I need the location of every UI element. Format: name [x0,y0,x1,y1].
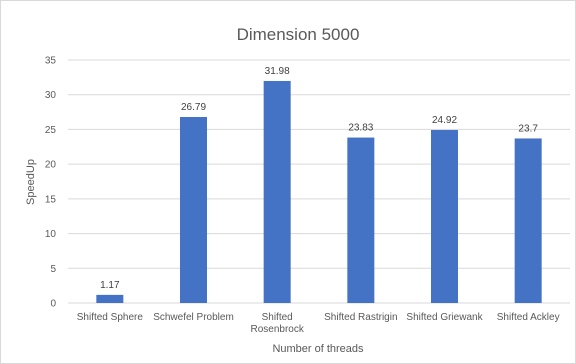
data-labels: 1.17 26.79 31.98 23.83 24.92 23.7 [100,66,538,291]
bar-shifted-rastrigin [347,137,375,303]
x-axis-ticks: Shifted Sphere Schwefel Problem ShiftedRos… [77,312,560,335]
y-tick-label: 20 [45,160,57,171]
y-tick-label: 15 [45,194,57,205]
data-label: 23.83 [348,123,373,134]
gridlines [68,59,570,304]
bar-shifted-sphere [96,294,124,303]
data-label: 23.7 [518,123,538,134]
x-tick-label: Shifted Sphere [77,312,144,323]
y-tick-label: 35 [45,56,57,67]
data-label: 1.17 [100,280,120,291]
bar-shifted-ackley [514,138,542,303]
x-tick-label: Shifted Rastrigin [324,312,397,323]
y-tick-label: 0 [50,299,56,310]
bar-shifted-rosenbrock [263,80,291,303]
x-tick-label: Rosenbrock [250,324,304,335]
y-tick-label: 25 [45,125,57,136]
y-tick-label: 30 [45,90,57,101]
data-label: 26.79 [181,102,206,113]
bars [96,80,542,303]
chart-title: Dimension 5000 [237,25,360,44]
y-axis-ticks: 0 5 10 15 20 25 30 35 [45,56,57,310]
y-axis-label: SpeedUp [25,159,37,205]
y-tick-label: 5 [50,264,56,275]
x-tick-label: Schwefel Problem [153,312,234,323]
x-tick-label: Shifted Ackley [497,312,560,323]
bar-schwefel-problem [180,117,207,303]
bar-shifted-griewank [431,129,458,303]
x-tick-label: Shifted [262,312,293,323]
x-tick-label: Shifted Griewank [406,312,483,323]
data-label: 31.98 [265,66,290,77]
x-axis-label: Number of threads [272,343,364,355]
y-tick-label: 10 [45,229,57,240]
data-label: 24.92 [432,115,457,126]
